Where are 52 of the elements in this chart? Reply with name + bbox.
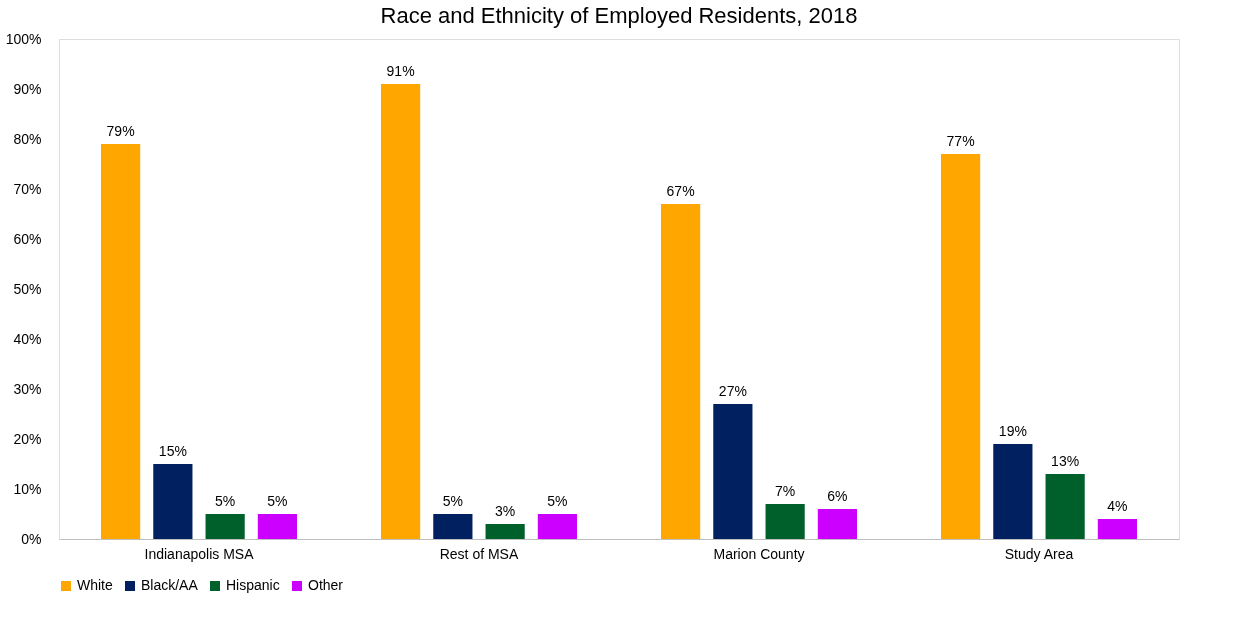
data-label: 5% [547, 493, 568, 509]
legend-label: Hispanic [226, 577, 280, 593]
x-tick-label: Indianapolis MSA [144, 545, 255, 562]
bar [713, 404, 753, 539]
bar [765, 504, 805, 539]
bar [817, 509, 857, 539]
bar [941, 154, 981, 539]
data-label: 79% [106, 123, 135, 139]
y-tick-label: 100% [5, 30, 42, 47]
data-label: 6% [827, 488, 848, 504]
y-tick-label: 80% [13, 130, 42, 147]
y-tick-label: 10% [13, 480, 42, 497]
data-label: 5% [267, 493, 288, 509]
x-tick-label: Study Area [1004, 545, 1074, 562]
x-tick-label: Rest of MSA [439, 545, 519, 562]
bar [153, 464, 193, 539]
y-tick-label: 90% [13, 80, 42, 97]
y-tick-label: 0% [21, 530, 42, 547]
bar [485, 524, 525, 539]
data-label: 13% [1051, 453, 1080, 469]
data-label: 7% [775, 483, 796, 499]
chart-title: Race and Ethnicity of Employed Residents, 2018 [380, 3, 858, 28]
bar [1097, 519, 1137, 539]
y-tick-label: 20% [13, 430, 42, 447]
data-label: 4% [1107, 498, 1128, 514]
y-tick-label: 50% [13, 280, 42, 297]
data-label: 19% [998, 423, 1027, 439]
bar [205, 514, 245, 539]
bar [661, 204, 701, 539]
data-label: 27% [718, 383, 747, 399]
legend-label: Black/AA [141, 577, 199, 593]
y-tick-label: 30% [13, 380, 42, 397]
data-label: 77% [946, 133, 975, 149]
bar [101, 144, 141, 539]
bar [381, 84, 421, 539]
bar [257, 514, 297, 539]
legend-label: Other [308, 577, 344, 593]
y-tick-label: 70% [13, 180, 42, 197]
data-label: 67% [666, 183, 695, 199]
y-tick-label: 60% [13, 230, 42, 247]
data-label: 91% [386, 63, 415, 79]
bar [993, 444, 1033, 539]
data-label: 5% [442, 493, 463, 509]
data-label: 5% [215, 493, 236, 509]
data-label: 15% [158, 443, 187, 459]
x-tick-label: Marion County [713, 545, 805, 562]
legend-label: White [77, 577, 113, 593]
y-tick-label: 40% [13, 330, 42, 347]
data-label: 3% [495, 503, 516, 519]
bar [1045, 474, 1085, 539]
bar [433, 514, 473, 539]
bar [537, 514, 577, 539]
